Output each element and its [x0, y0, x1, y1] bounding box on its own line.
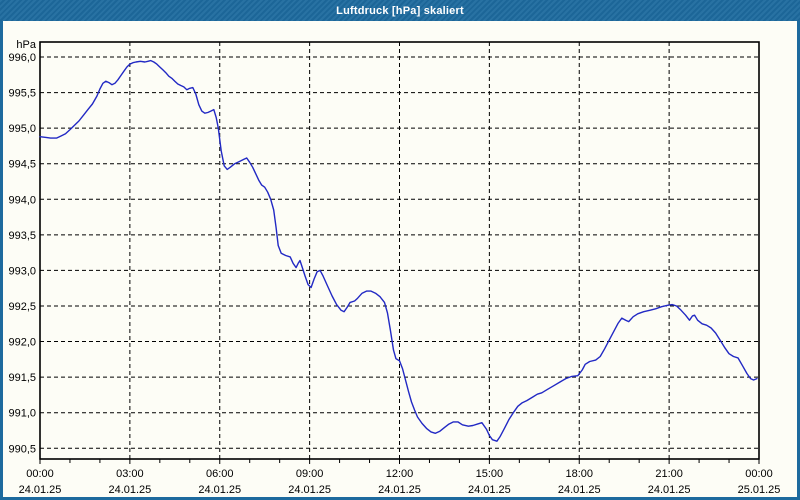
y-axis-unit-label: hPa	[16, 39, 36, 51]
x-tick-date-label: 24.01.25	[198, 484, 241, 496]
x-tick-date-label: 24.01.25	[378, 484, 421, 496]
y-tick-label: 992,0	[8, 337, 36, 349]
plot-border	[39, 41, 760, 460]
window-title: Luftdruck [hPa] skaliert	[336, 4, 464, 17]
y-tick-label: 993,0	[8, 265, 36, 277]
x-tick-time-label: 12:00	[386, 468, 414, 480]
x-tick-time-label: 21:00	[655, 468, 683, 480]
y-tick-label: 993,5	[8, 230, 36, 242]
pressure-line	[39, 59, 758, 442]
x-tick-date-label: 24.01.25	[288, 484, 331, 496]
chart-panel: 996,0 995,5 995,0 994,5 994,0 993,5 993,0 992,5…	[3, 21, 797, 497]
y-tick-label: 995,5	[8, 88, 36, 100]
x-tick-time-label: 18:00	[565, 468, 593, 480]
y-tick-label: 991,0	[8, 408, 36, 420]
y-tick-label: 992,5	[8, 301, 36, 313]
x-tick-time-label: 15:00	[476, 468, 504, 480]
x-tick-date-label: 24.01.25	[108, 484, 151, 496]
pressure-chart: 996,0 995,5 995,0 994,5 994,0 993,5 993,0 992,5…	[8, 39, 781, 496]
x-tick-date-label: 24.01.25	[648, 484, 691, 496]
x-tick-time-label: 06:00	[206, 468, 234, 480]
x-tick-time-label: 00:00	[745, 468, 773, 480]
x-tick-time-label: 00:00	[26, 468, 54, 480]
x-tick-date-label: 25.01.25	[738, 484, 781, 496]
y-tick-label: 990,5	[8, 443, 36, 455]
y-tick-label: 994,5	[8, 159, 36, 171]
x-tick-date-label: 24.01.25	[558, 484, 601, 496]
y-tick-label: 991,5	[8, 372, 36, 384]
x-tick-date-label: 24.01.25	[468, 484, 511, 496]
y-tick-label: 995,0	[8, 123, 36, 135]
window-titlebar: Luftdruck [hPa] skaliert	[0, 0, 800, 21]
y-tick-label: 996,0	[8, 52, 36, 64]
y-tick-label: 994,0	[8, 194, 36, 206]
x-tick-time-label: 03:00	[116, 468, 144, 480]
x-tick-time-label: 09:00	[296, 468, 324, 480]
x-tick-date-label: 24.01.25	[19, 484, 62, 496]
